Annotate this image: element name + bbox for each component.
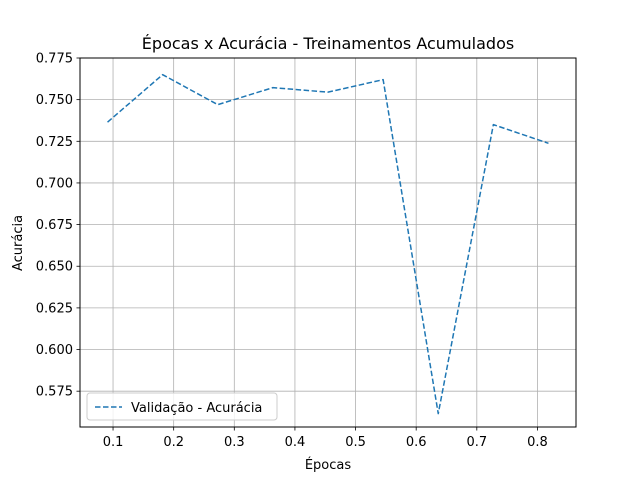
x-tick-label: 0.4 xyxy=(285,435,306,450)
y-tick-label: 0.650 xyxy=(36,260,73,275)
legend-label: Validação - Acurácia xyxy=(131,401,262,416)
x-tick-label: 0.3 xyxy=(224,435,245,450)
y-axis-label: Acurácia xyxy=(11,215,26,271)
x-tick-label: 0.7 xyxy=(466,435,487,450)
x-tick-label: 0.5 xyxy=(345,435,366,450)
x-tick-label: 0.8 xyxy=(527,435,548,450)
legend-box xyxy=(86,392,278,421)
x-tick-label: 0.6 xyxy=(406,435,427,450)
plot-frame xyxy=(79,57,577,428)
y-tick-label: 0.700 xyxy=(36,176,73,191)
series-line xyxy=(107,73,549,415)
y-tick-label: 0.675 xyxy=(36,218,73,233)
chart-title: Épocas x Acurácia - Treinamentos Acumula… xyxy=(142,34,514,53)
grid-lines xyxy=(80,57,576,427)
y-tick-label: 0.625 xyxy=(36,301,73,316)
y-tick-label: 0.725 xyxy=(36,135,73,150)
y-tick-label: 0.575 xyxy=(36,385,73,400)
y-tick-label: 0.600 xyxy=(36,343,73,358)
y-tick-label: 0.750 xyxy=(36,93,73,108)
y-tick-label: 0.775 xyxy=(36,52,73,67)
axis-ticks: 0.1 0.2 0.3 0.4 0.5 0.6 0.7 0.8 0.575 0.600 0.625 0… xyxy=(36,52,548,451)
x-tick-label: 0.1 xyxy=(103,435,124,450)
series-layer xyxy=(107,73,549,415)
x-tick-label: 0.2 xyxy=(163,435,184,450)
x-axis-label: Épocas xyxy=(305,457,352,473)
legend: Validação - Acurácia xyxy=(86,392,278,421)
